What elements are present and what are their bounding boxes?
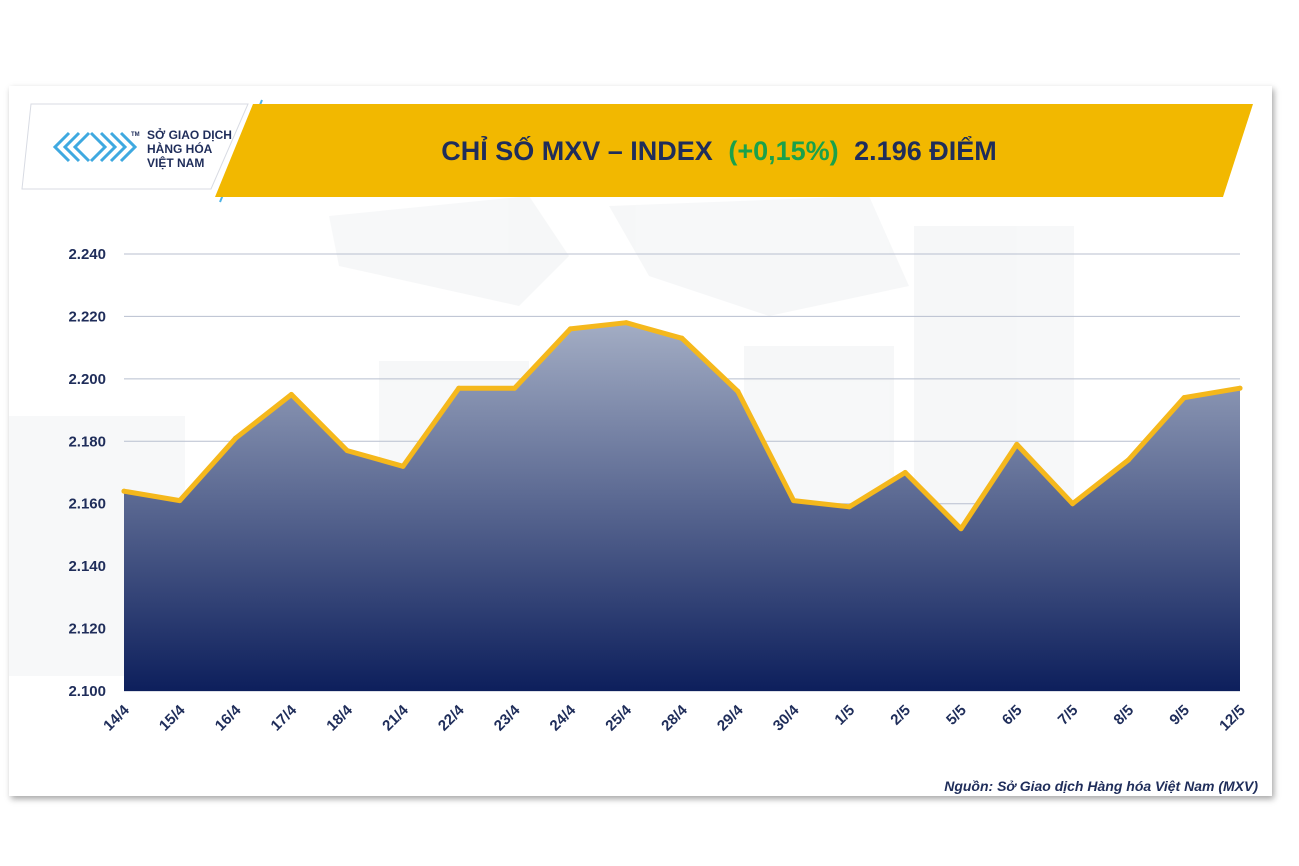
logo-line-2: HÀNG HÓA — [147, 141, 213, 156]
data-point — [177, 498, 183, 504]
x-tick-label: 14/4 — [100, 701, 133, 734]
x-tick-label: 16/4 — [212, 701, 245, 734]
page-title: CHỈ SỐ MXV – INDEX (+0,15%) 2.196 ĐIỂM — [441, 134, 996, 166]
x-tick-label: 5/5 — [943, 702, 970, 729]
logo-area: TM SỞ GIAO DỊCH HÀNG HÓA VIỆT NAM — [21, 99, 263, 203]
data-point — [400, 463, 406, 469]
data-point — [344, 448, 350, 454]
title-prefix: CHỈ SỐ MXV – INDEX — [441, 134, 713, 166]
data-point — [846, 504, 852, 510]
y-tick-label: 2.220 — [68, 308, 106, 325]
x-tick-label: 24/4 — [547, 701, 580, 734]
y-tick-label: 2.200 — [68, 371, 106, 388]
y-tick-label: 2.240 — [68, 246, 106, 263]
mxv-chevron-logo-icon — [52, 131, 138, 163]
x-tick-label: 8/5 — [1110, 702, 1137, 729]
y-axis-ticks: 2.100 2.120 2.140 2.160 2.180 2.200 2.220 2.240 — [68, 246, 106, 700]
y-tick-label: 2.160 — [68, 496, 106, 513]
x-tick-label: 18/4 — [323, 701, 356, 734]
y-tick-label: 2.180 — [68, 433, 106, 450]
data-point — [902, 470, 908, 475]
title-value: 2.196 ĐIỂM — [854, 135, 997, 166]
x-tick-label: 12/5 — [1216, 702, 1249, 735]
logo-tm: TM — [131, 132, 140, 138]
data-point — [791, 498, 797, 504]
y-tick-label: 2.140 — [68, 558, 106, 575]
x-tick-label: 25/4 — [602, 701, 635, 734]
x-axis-ticks: 14/4 15/4 16/4 17/4 18/4 21/4 22/4 23/4 24/4 25/4… — [100, 701, 1249, 734]
data-point — [288, 392, 294, 397]
x-tick-label: 2/5 — [887, 702, 914, 729]
data-point — [1014, 441, 1020, 447]
x-tick-label: 28/4 — [658, 701, 691, 734]
x-tick-label: 23/4 — [491, 701, 524, 734]
y-tick-label: 2.100 — [68, 683, 106, 700]
data-point — [1237, 385, 1243, 391]
x-tick-label: 30/4 — [770, 701, 803, 734]
x-tick-label: 29/4 — [714, 701, 747, 734]
data-point — [456, 385, 462, 391]
title-change: (+0,15%) — [728, 136, 838, 166]
source-note: Nguồn: Sở Giao dịch Hàng hóa Việt Nam (M… — [944, 778, 1258, 794]
x-tick-label: 7/5 — [1055, 702, 1082, 729]
area-fill — [124, 322, 1240, 691]
x-tick-label: 22/4 — [435, 701, 468, 734]
data-point — [679, 335, 685, 341]
logo-line-3: VIỆT NAM — [147, 155, 204, 170]
data-point — [121, 488, 127, 494]
data-point — [735, 388, 741, 394]
x-tick-label: 6/5 — [999, 702, 1026, 729]
data-point — [958, 526, 964, 532]
data-point — [233, 435, 239, 441]
data-point — [567, 326, 573, 332]
x-tick-label: 9/5 — [1166, 702, 1193, 729]
logo-line-1: SỞ GIAO DỊCH — [147, 127, 232, 142]
data-point — [1181, 395, 1187, 401]
x-tick-label: 15/4 — [156, 701, 189, 734]
chart-card: TM SỞ GIAO DỊCH HÀNG HÓA VIỆT NAM CHỈ SỐ… — [9, 86, 1272, 796]
area-series — [121, 320, 1243, 691]
data-point — [1070, 501, 1076, 507]
x-tick-label: 17/4 — [268, 701, 301, 734]
chart-svg: TM SỞ GIAO DỊCH HÀNG HÓA VIỆT NAM CHỈ SỐ… — [9, 99, 1258, 794]
x-tick-label: 21/4 — [379, 701, 412, 734]
data-point — [623, 320, 629, 326]
data-point — [512, 385, 518, 391]
data-point — [1125, 457, 1131, 463]
x-tick-label: 1/5 — [831, 702, 858, 729]
y-tick-label: 2.120 — [68, 621, 106, 638]
title-banner — [215, 104, 1253, 197]
